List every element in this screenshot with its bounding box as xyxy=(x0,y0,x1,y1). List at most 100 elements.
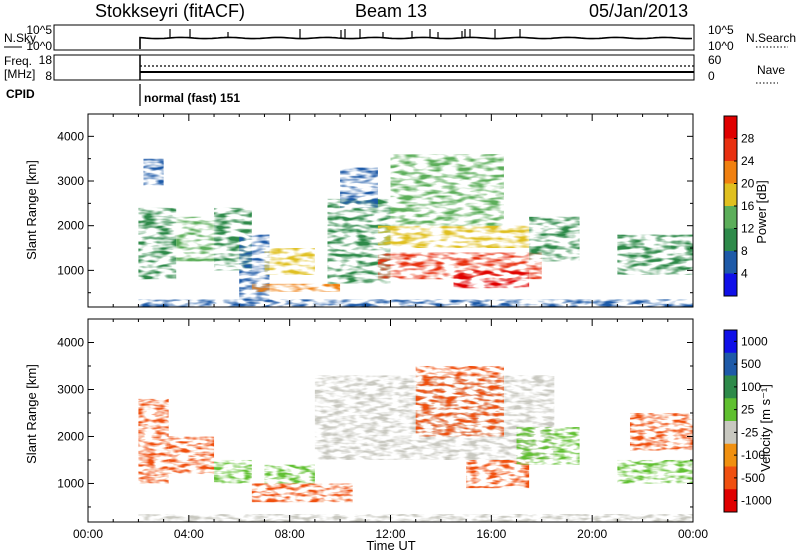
colorbar-segment xyxy=(724,443,737,467)
colorbar-segment xyxy=(724,421,737,445)
freq-tick-top: 18 xyxy=(39,53,53,67)
nsky-panel-frame xyxy=(53,24,695,51)
y-tick-label: 1000 xyxy=(57,263,84,277)
power-heatmap xyxy=(138,154,693,307)
time-tick-label: 12:00 xyxy=(375,527,405,541)
y-tick-label: 3000 xyxy=(57,174,84,188)
nsearch-tick-top: 10^5 xyxy=(708,23,734,37)
y-tick-label: 2000 xyxy=(57,429,84,443)
y-tick-label: 4000 xyxy=(57,129,84,143)
colorbar-segment xyxy=(724,330,737,354)
colorbar-segment xyxy=(724,116,737,139)
time-tick-label: 20:00 xyxy=(577,527,607,541)
colorbar-tick-label: 28 xyxy=(741,132,755,146)
velocity-heatmap xyxy=(138,365,693,522)
colorbar-segment xyxy=(724,352,737,376)
nsky-trace xyxy=(139,36,693,49)
colorbar-tick-label: 20 xyxy=(741,177,755,191)
echo-region xyxy=(138,514,693,522)
nsky-label: N.Sky xyxy=(4,31,36,45)
colorbar-tick-label: -1000 xyxy=(741,494,772,508)
nsearch-label: N.Search xyxy=(746,31,796,45)
colorbar-tick-label: -25 xyxy=(741,425,759,439)
freq-label: Freq. xyxy=(4,54,32,68)
time-tick-label: 00:00 xyxy=(678,527,708,541)
echo-region xyxy=(168,436,215,475)
time-xlabel: Time UT xyxy=(366,538,415,553)
power-colorbar-label: Power [dB] xyxy=(754,180,769,244)
colorbar-tick-label: 24 xyxy=(741,154,755,168)
date-label: 05/Jan/2013 xyxy=(589,1,688,21)
colorbar-tick-label: 1000 xyxy=(741,334,768,348)
echo-region xyxy=(340,167,378,208)
y-tick-label: 3000 xyxy=(57,382,84,396)
nsearch-tick-bottom: 10^0 xyxy=(708,39,734,53)
colorbar-tick-label: 500 xyxy=(741,357,761,371)
colorbar-tick-label: -100 xyxy=(741,448,765,462)
freq-panel-frame xyxy=(53,54,695,81)
colorbar-segment xyxy=(724,138,737,162)
colorbar-segment xyxy=(724,466,737,490)
colorbar-segment xyxy=(724,161,737,184)
colorbar-tick-label: 16 xyxy=(741,199,755,213)
time-tick-label: 16:00 xyxy=(476,527,506,541)
y-tick-label: 4000 xyxy=(57,335,84,349)
echo-region xyxy=(143,158,164,186)
freq-unit: [MHz] xyxy=(4,67,35,81)
nsky-tick-top: 10^5 xyxy=(26,23,52,37)
colorbar-segment xyxy=(724,398,737,422)
y-tick-label: 1000 xyxy=(57,476,84,490)
time-tick-label: 04:00 xyxy=(174,527,204,541)
colorbar-segment xyxy=(724,228,737,252)
nave-tick-top: 60 xyxy=(708,53,722,67)
colorbar-segment xyxy=(724,489,737,513)
colorbar-segment xyxy=(724,206,737,229)
beam-label: Beam 13 xyxy=(355,1,427,21)
time-axis: 00:00 04:00 08:00 12:00 16:00 20:00 00:00 xyxy=(73,527,708,541)
cpid-label: CPID xyxy=(6,87,35,101)
echo-region xyxy=(629,412,693,451)
colorbar-tick-label: 12 xyxy=(741,222,755,236)
colorbar-segment xyxy=(724,183,737,207)
nave-label: Nave xyxy=(757,63,785,77)
echo-region xyxy=(415,365,504,437)
y-tick-label: 2000 xyxy=(57,219,84,233)
freq-tick-bottom: 8 xyxy=(45,69,52,83)
colorbar-tick-label: 4 xyxy=(741,267,748,281)
echo-region xyxy=(138,207,177,280)
colorbar-segment xyxy=(724,251,737,274)
echo-region xyxy=(377,225,530,249)
station-title: Stokkseyri (fitACF) xyxy=(95,1,245,21)
colorbar-segment xyxy=(724,273,737,297)
nave-tick-bottom: 0 xyxy=(708,69,715,83)
colorbar-frame xyxy=(723,329,738,513)
echo-region xyxy=(138,398,169,484)
echo-region xyxy=(390,154,504,226)
power-colorbar: 4 8 12 16 20 24 28 xyxy=(723,115,755,297)
velocity-colorbar-label: Velocity [m s⁻¹] xyxy=(758,384,773,472)
echo-region xyxy=(617,459,693,484)
echo-region xyxy=(264,464,315,484)
echo-region xyxy=(138,299,693,307)
power-ylabel: Slant Range [km] xyxy=(24,160,39,260)
colorbar-tick-label: -500 xyxy=(741,471,765,485)
velocity-colorbar: -1000 -500 -100 -25 25 100 500 1000 xyxy=(723,329,772,513)
echo-region xyxy=(516,427,580,465)
echo-region xyxy=(214,459,252,484)
echo-region xyxy=(617,234,693,275)
colorbar-tick-label: 25 xyxy=(741,403,755,417)
nsky-tick-bottom: 10^0 xyxy=(26,39,52,53)
time-tick-label: 08:00 xyxy=(275,527,305,541)
cpid-value: normal (fast) 151 xyxy=(144,91,240,105)
echo-region xyxy=(453,270,530,289)
velocity-ylabel: Slant Range [km] xyxy=(24,364,39,464)
colorbar-tick-label: 8 xyxy=(741,244,748,258)
nsky-curve xyxy=(139,29,693,49)
echo-region xyxy=(251,483,353,503)
colorbar-segment xyxy=(724,375,737,399)
time-tick-label: 00:00 xyxy=(73,527,103,541)
echo-region xyxy=(529,216,580,262)
power-axes: 1000 2000 3000 4000 xyxy=(57,114,694,307)
velocity-axes: 1000 2000 3000 4000 xyxy=(57,319,694,522)
